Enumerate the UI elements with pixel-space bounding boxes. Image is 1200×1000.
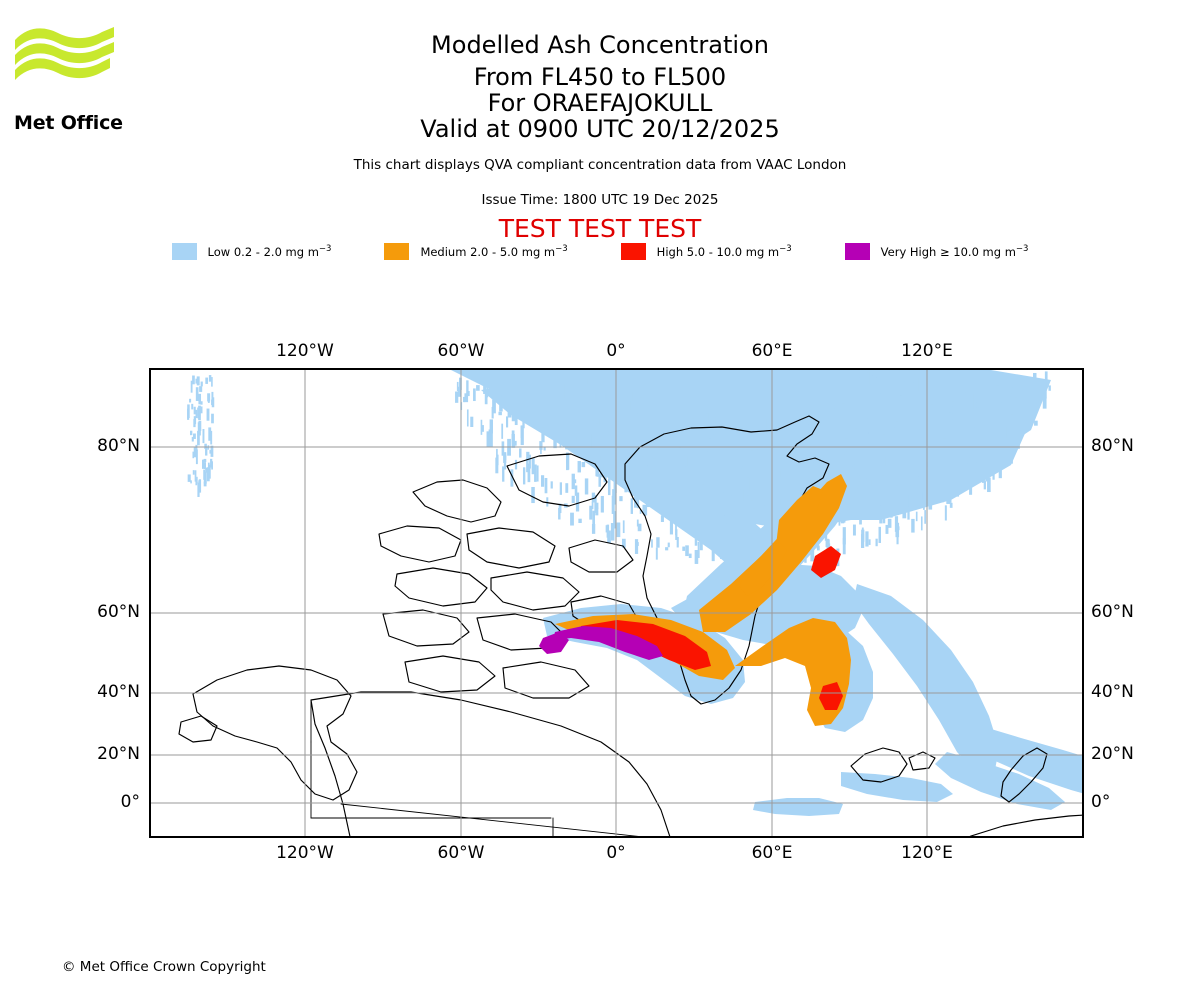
met-office-logo: Met Office xyxy=(14,26,134,134)
legend-label-low: Low 0.2 - 2.0 mg m−3 xyxy=(207,244,332,259)
x-tick-bottom-0: 120°W xyxy=(276,843,334,863)
y-tick-right-1: 60°N xyxy=(1091,602,1134,622)
met-office-wave-icon xyxy=(15,27,114,80)
x-tick-bottom-3: 60°E xyxy=(751,843,793,863)
chart-subtitle: This chart displays QVA compliant concen… xyxy=(353,157,847,173)
test-banner: TEST TEST TEST xyxy=(498,214,702,243)
ash-field-very-high xyxy=(539,626,663,660)
legend-item-medium: Medium 2.0 - 5.0 mg m−3 xyxy=(384,243,568,260)
x-tick-top-4: 120°E xyxy=(901,341,953,361)
legend-swatch-medium xyxy=(384,243,410,260)
map-canvas xyxy=(151,370,1082,836)
ash-field-low xyxy=(187,370,1082,816)
x-tick-top-3: 60°E xyxy=(751,341,793,361)
x-tick-top-1: 60°W xyxy=(437,341,485,361)
y-tick-right-3: 20°N xyxy=(1091,744,1134,764)
map-gridlines xyxy=(151,370,1082,836)
y-tick-left-1: 60°N xyxy=(97,602,140,622)
x-tick-bottom-2: 0° xyxy=(606,843,626,863)
legend-swatch-low xyxy=(171,243,197,260)
issue-time-label: Issue Time: 1800 UTC 19 Dec 2025 xyxy=(481,192,719,208)
legend-item-low: Low 0.2 - 2.0 mg m−3 xyxy=(171,243,332,260)
y-tick-right-0: 80°N xyxy=(1091,436,1134,456)
y-tick-left-4: 0° xyxy=(120,792,140,812)
x-tick-bottom-1: 60°W xyxy=(437,843,485,863)
legend-label-medium: Medium 2.0 - 5.0 mg m−3 xyxy=(420,244,568,259)
ash-concentration-map[interactable] xyxy=(149,368,1084,838)
met-office-logo-text: Met Office xyxy=(14,112,123,134)
coastlines xyxy=(178,415,1082,836)
title-valid-time: Valid at 0900 UTC 20/12/2025 xyxy=(420,115,780,143)
map-frame xyxy=(149,368,1084,838)
x-tick-top-0: 120°W xyxy=(276,341,334,361)
legend-item-very-high: Very High ≥ 10.0 mg m−3 xyxy=(844,243,1029,260)
legend-item-high: High 5.0 - 10.0 mg m−3 xyxy=(620,243,792,260)
y-tick-left-0: 80°N xyxy=(97,436,140,456)
x-tick-bottom-4: 120°E xyxy=(901,843,953,863)
legend-swatch-very-high xyxy=(844,243,870,260)
x-tick-top-2: 0° xyxy=(606,341,626,361)
title-flight-levels: From FL450 to FL500 xyxy=(473,63,727,91)
page-title: Modelled Ash Concentration xyxy=(431,31,769,59)
concentration-legend: Low 0.2 - 2.0 mg m−3 Medium 2.0 - 5.0 mg… xyxy=(0,243,1200,260)
y-tick-right-4: 0° xyxy=(1091,792,1111,812)
legend-swatch-high xyxy=(620,243,646,260)
y-tick-right-2: 40°N xyxy=(1091,682,1134,702)
legend-label-very-high: Very High ≥ 10.0 mg m−3 xyxy=(880,244,1029,259)
copyright-notice: © Met Office Crown Copyright xyxy=(62,959,266,975)
y-tick-left-3: 20°N xyxy=(97,744,140,764)
y-tick-left-2: 40°N xyxy=(97,682,140,702)
legend-label-high: High 5.0 - 10.0 mg m−3 xyxy=(656,244,792,259)
title-volcano: For ORAEFAJOKULL xyxy=(487,89,713,117)
